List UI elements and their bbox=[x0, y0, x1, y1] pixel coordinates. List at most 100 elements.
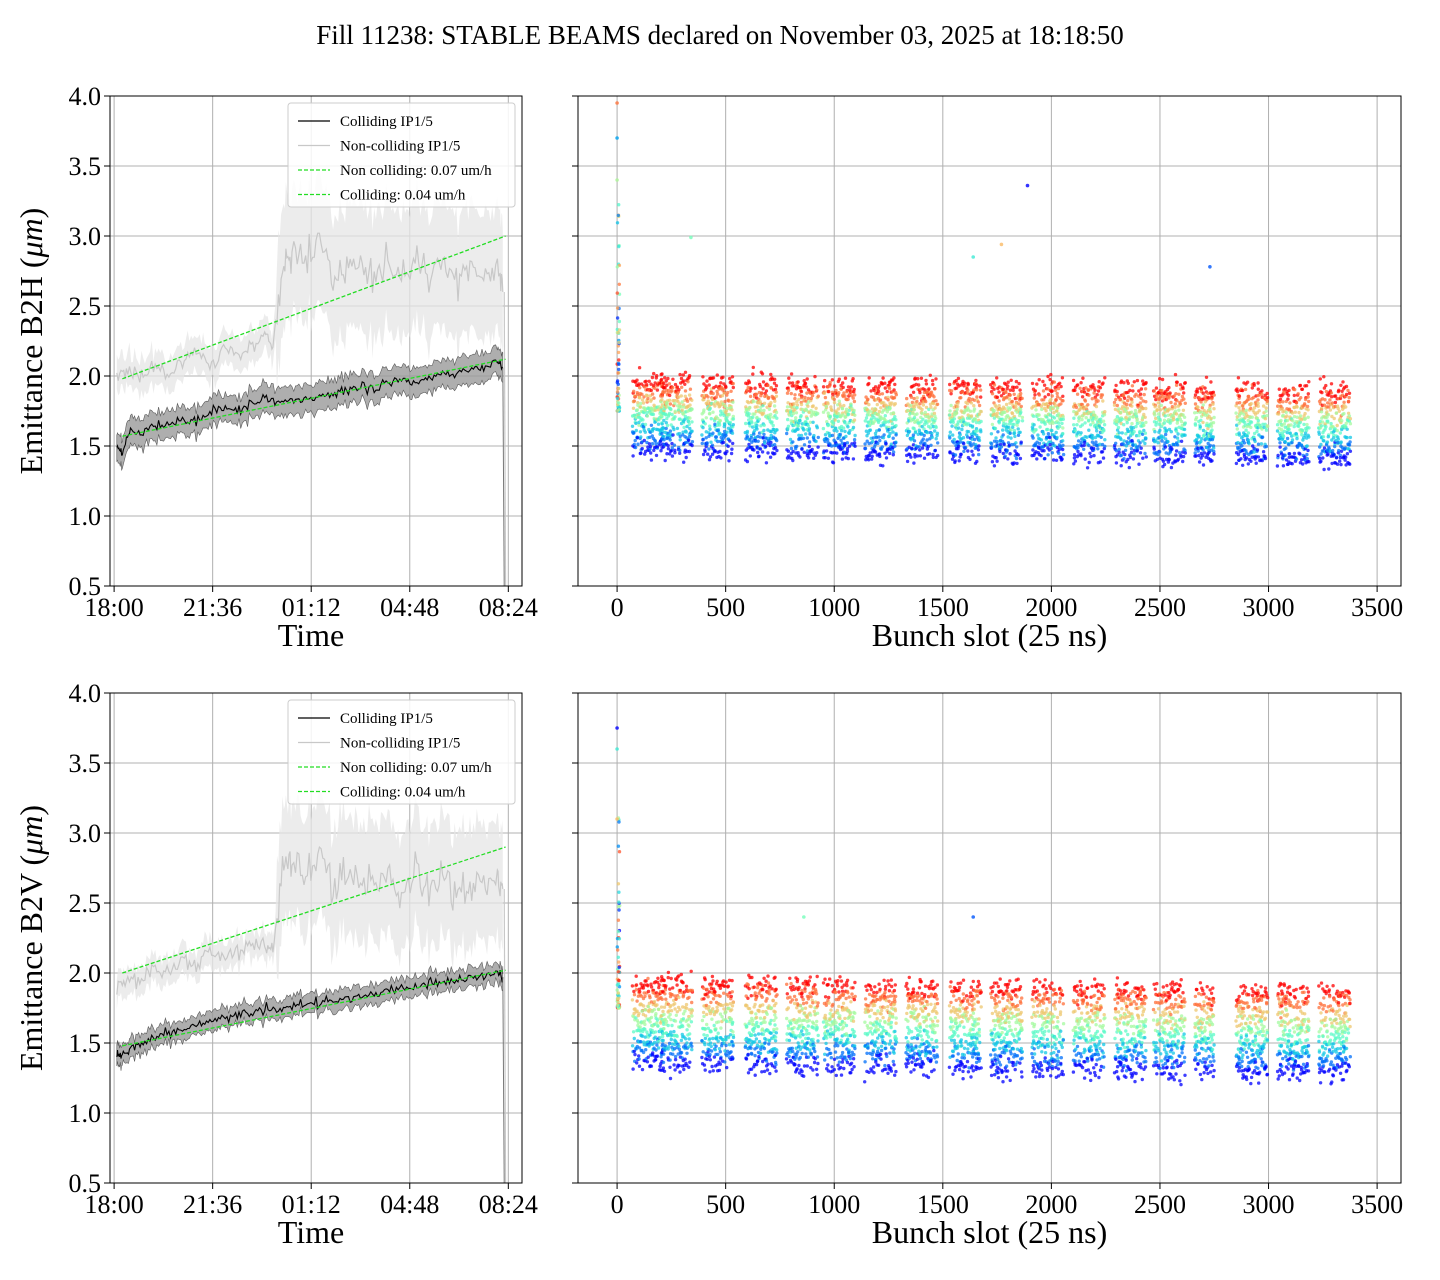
bunch-point bbox=[956, 444, 961, 449]
bunch-point bbox=[1276, 453, 1280, 458]
bunch-point bbox=[651, 427, 656, 431]
bunch-point bbox=[832, 397, 836, 402]
bunch-point bbox=[918, 448, 922, 452]
bunch-point bbox=[725, 449, 729, 454]
bunch-point bbox=[875, 402, 879, 407]
bunch-point bbox=[1298, 383, 1303, 388]
bunch-point bbox=[1114, 397, 1118, 402]
non-colliding-band bbox=[116, 789, 503, 1010]
bunch-point bbox=[702, 1063, 707, 1067]
bunch-point bbox=[1080, 417, 1084, 422]
bunch-point bbox=[713, 990, 717, 994]
bunch-point bbox=[1112, 403, 1117, 407]
bunch-point bbox=[1161, 459, 1166, 463]
bunch-point bbox=[798, 386, 803, 390]
bunch-point bbox=[962, 441, 966, 446]
bunch-point bbox=[1093, 435, 1098, 440]
bunch-point bbox=[1265, 399, 1270, 403]
bunch-point bbox=[1031, 427, 1035, 431]
bunch-point bbox=[1168, 391, 1172, 395]
bunch-point bbox=[1329, 421, 1333, 426]
bunch-point bbox=[1204, 375, 1209, 379]
bunch-point bbox=[1198, 425, 1203, 429]
bunch-point bbox=[678, 372, 682, 377]
bunch-point bbox=[867, 458, 871, 462]
bunch-point bbox=[1158, 377, 1162, 381]
bunch-point bbox=[1163, 437, 1168, 441]
bunch-point bbox=[713, 449, 717, 453]
bunch-point bbox=[1061, 399, 1065, 403]
bunch-point bbox=[972, 388, 976, 392]
bunch-point bbox=[1135, 449, 1140, 453]
bunch-point bbox=[1071, 378, 1076, 383]
bunch-point bbox=[1118, 397, 1123, 402]
bunch-point bbox=[1095, 393, 1099, 397]
bunch-point bbox=[912, 439, 917, 443]
bunch-point bbox=[634, 1016, 638, 1020]
bunch-point bbox=[832, 400, 837, 405]
bunch-point bbox=[949, 389, 954, 393]
bunch-point bbox=[1046, 432, 1051, 436]
bunch-point bbox=[715, 1036, 719, 1040]
bunch-point bbox=[1114, 461, 1119, 465]
bunch-point bbox=[949, 403, 953, 408]
bunch-point bbox=[616, 330, 620, 335]
bunch-point bbox=[1012, 392, 1016, 396]
bunch-point bbox=[1307, 380, 1311, 384]
bunch-point bbox=[761, 411, 766, 415]
bunch-point bbox=[645, 440, 649, 445]
bunch-point bbox=[1101, 399, 1105, 403]
bunch-point bbox=[762, 401, 767, 405]
bunch-point bbox=[1083, 421, 1087, 425]
bunch-point bbox=[755, 405, 759, 409]
bunch-point bbox=[891, 436, 895, 440]
bunch-point bbox=[950, 424, 954, 428]
bunch-point bbox=[1208, 443, 1213, 448]
bunch-point bbox=[1344, 421, 1348, 426]
bunch-point bbox=[672, 1029, 676, 1034]
bunch-point bbox=[701, 437, 705, 441]
bunch-point bbox=[1009, 436, 1013, 440]
bunch-point bbox=[916, 377, 920, 381]
bunch-point bbox=[1280, 407, 1284, 411]
bunch-point bbox=[669, 1037, 673, 1042]
bunch-point bbox=[927, 415, 931, 419]
bunch-point bbox=[767, 395, 771, 400]
bunch-point bbox=[1263, 417, 1268, 421]
bunch-point bbox=[700, 1018, 705, 1023]
bunch-point bbox=[616, 386, 621, 391]
bunch-point bbox=[703, 1042, 707, 1047]
bunch-point bbox=[1059, 384, 1063, 389]
bunch-point bbox=[1083, 399, 1088, 403]
bunch-point bbox=[768, 415, 772, 419]
bunch-point bbox=[837, 399, 841, 403]
bunch-point bbox=[710, 443, 715, 447]
bunch-point bbox=[1009, 378, 1013, 382]
bunch-point bbox=[638, 990, 642, 994]
bunch-point bbox=[1072, 453, 1077, 457]
bunch-point bbox=[716, 429, 720, 433]
bunch-point bbox=[1072, 462, 1076, 466]
bunch-point bbox=[638, 396, 642, 400]
bunch-point bbox=[1049, 372, 1053, 377]
bunch-point bbox=[979, 395, 983, 399]
bunch-point bbox=[760, 450, 765, 454]
bunch-point bbox=[1334, 456, 1339, 460]
bunch-point bbox=[1152, 447, 1157, 451]
bunch-point bbox=[717, 423, 722, 427]
bunch-point bbox=[1001, 428, 1005, 432]
non-colliding-band bbox=[116, 170, 503, 402]
bunch-point bbox=[1135, 421, 1140, 426]
plot-area bbox=[615, 726, 1353, 1087]
bunch-point bbox=[1212, 407, 1216, 411]
bunch-point bbox=[668, 438, 672, 442]
bunch-point bbox=[1300, 387, 1305, 391]
bunch-point bbox=[1252, 431, 1257, 436]
bunch-point bbox=[1043, 456, 1047, 461]
bunch-point bbox=[1173, 372, 1178, 377]
bunch-point bbox=[673, 1019, 678, 1023]
bunch-point bbox=[1238, 401, 1242, 405]
bunch-point bbox=[1051, 441, 1055, 446]
bunch-point bbox=[880, 392, 885, 396]
bunch-point bbox=[1143, 441, 1147, 446]
